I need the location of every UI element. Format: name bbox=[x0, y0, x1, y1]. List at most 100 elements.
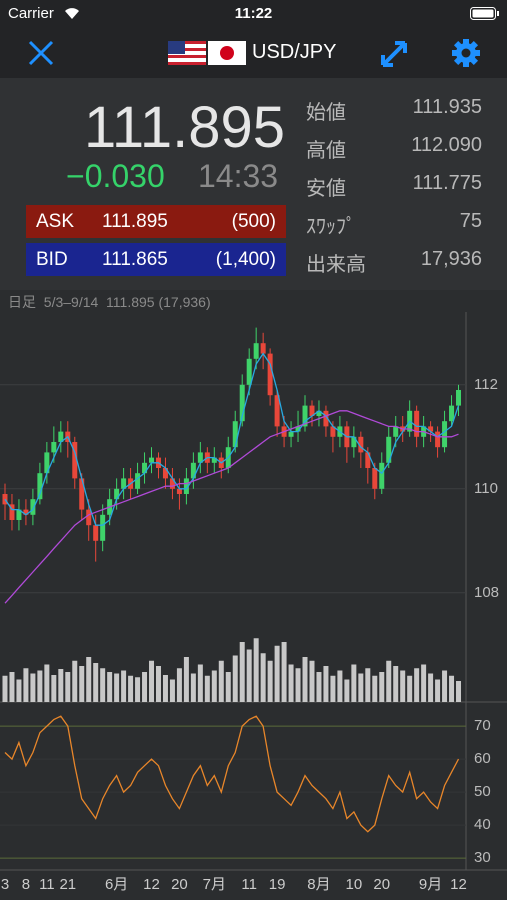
volume-bar bbox=[79, 666, 85, 702]
candle-body bbox=[246, 358, 252, 385]
rsi-tick-label: 60 bbox=[474, 750, 491, 767]
x-tick-label: 10 bbox=[346, 876, 363, 893]
expand-button[interactable] bbox=[378, 38, 410, 70]
candle-body bbox=[23, 509, 29, 515]
candle-body bbox=[372, 468, 378, 489]
y-tick-label: 110 bbox=[474, 480, 498, 497]
volume-bar bbox=[2, 675, 8, 702]
candle-body bbox=[197, 452, 203, 463]
volume-bar bbox=[135, 677, 141, 702]
candle-body bbox=[16, 509, 22, 520]
settings-button[interactable] bbox=[450, 37, 482, 69]
volume-bar bbox=[267, 660, 273, 702]
candle-body bbox=[309, 405, 315, 416]
candle-body bbox=[386, 436, 392, 463]
volume-bar bbox=[30, 673, 36, 702]
candle-body bbox=[379, 462, 385, 489]
volume-bar bbox=[121, 670, 127, 702]
x-tick-label: 11 bbox=[241, 876, 257, 893]
volume-bar bbox=[428, 673, 434, 702]
close-button[interactable] bbox=[28, 40, 54, 66]
stat-value: 75 bbox=[459, 210, 482, 232]
candle-body bbox=[9, 504, 15, 520]
volume-bar bbox=[155, 666, 161, 702]
stat-value: 111.935 bbox=[412, 96, 482, 118]
flags bbox=[168, 41, 246, 65]
battery-icon bbox=[470, 7, 499, 20]
candle-body bbox=[323, 410, 329, 427]
candle-body bbox=[37, 473, 43, 500]
volume-bar bbox=[372, 675, 378, 702]
volume-bar bbox=[211, 670, 217, 702]
volume-bar bbox=[316, 672, 322, 702]
volume-bar bbox=[309, 660, 315, 702]
candle-body bbox=[358, 436, 364, 453]
x-tick-label: 3 bbox=[1, 876, 9, 893]
stat-row: 安値 111.775 bbox=[306, 172, 482, 201]
x-tick-label: 9月 bbox=[419, 876, 442, 893]
candle-body bbox=[239, 384, 245, 422]
quote-panel: 111.895 −0.030 14:33 ASK 111.895 (500) B… bbox=[0, 78, 507, 290]
volume-bar bbox=[421, 664, 427, 702]
candle-body bbox=[149, 457, 155, 463]
candle-body bbox=[295, 426, 301, 432]
volume-bar bbox=[218, 660, 224, 702]
stat-label: 高値 bbox=[306, 140, 346, 162]
volume-bar bbox=[44, 664, 50, 702]
volume-bar bbox=[281, 642, 287, 702]
candle-body bbox=[442, 421, 448, 448]
candle-body bbox=[253, 343, 259, 359]
x-tick-label: 20 bbox=[373, 876, 390, 893]
volume-bar bbox=[393, 666, 399, 702]
rsi-tick-label: 50 bbox=[474, 783, 491, 800]
volume-bar bbox=[456, 681, 462, 702]
volume-bar bbox=[274, 645, 280, 702]
bid-size: (1,400) bbox=[215, 249, 276, 270]
candle-body bbox=[428, 426, 434, 432]
bid-row: BID 111.865 (1,400) bbox=[26, 243, 286, 276]
stat-row: 出来高 17,936 bbox=[306, 248, 482, 277]
volume-bar bbox=[442, 670, 448, 702]
last-price: 111.895 bbox=[83, 95, 285, 160]
volume-bar bbox=[323, 666, 329, 702]
volume-bar bbox=[183, 657, 189, 702]
stat-row: 始値 111.935 bbox=[306, 96, 482, 125]
candle-body bbox=[190, 462, 196, 479]
candle-body bbox=[260, 343, 266, 354]
stat-row: ｽﾜｯﾌﾟ 75 bbox=[306, 210, 482, 239]
moving-average bbox=[4, 352, 460, 526]
ask-label: ASK bbox=[36, 211, 75, 232]
volume-bar bbox=[414, 668, 420, 702]
volume-bar bbox=[176, 668, 182, 702]
volume-bar bbox=[400, 670, 406, 702]
volume-bar bbox=[379, 672, 385, 702]
candle-body bbox=[435, 431, 441, 448]
volume-bar bbox=[344, 679, 350, 702]
rsi-tick-label: 40 bbox=[474, 816, 491, 833]
stat-label: ｽﾜｯﾌﾟ bbox=[306, 216, 356, 238]
candle-body bbox=[365, 452, 371, 468]
x-tick-label: 7月 bbox=[203, 876, 226, 893]
volume-bar bbox=[23, 668, 29, 702]
rsi-line bbox=[4, 715, 460, 833]
volume-bar bbox=[169, 679, 175, 702]
candle-body bbox=[267, 353, 273, 396]
status-bar: Carrier 11:22 bbox=[0, 0, 507, 28]
bid-price: 111.865 bbox=[102, 249, 168, 270]
candle-body bbox=[30, 499, 36, 515]
candle-body bbox=[232, 421, 238, 448]
volume-bar bbox=[204, 675, 210, 702]
volume-bar bbox=[246, 649, 252, 702]
candle-body bbox=[142, 462, 148, 474]
stat-value: 17,936 bbox=[420, 248, 482, 270]
y-tick-label: 112 bbox=[474, 376, 498, 393]
candle-body bbox=[274, 395, 280, 427]
candle-body bbox=[183, 478, 189, 494]
stat-value: 112.090 bbox=[411, 134, 482, 156]
candle-body bbox=[51, 442, 57, 453]
volume-bar bbox=[58, 669, 64, 702]
volume-bar bbox=[65, 672, 71, 702]
stat-label: 始値 bbox=[306, 102, 346, 124]
x-tick-label: 12 bbox=[450, 876, 467, 893]
bid-label: BID bbox=[36, 249, 68, 270]
